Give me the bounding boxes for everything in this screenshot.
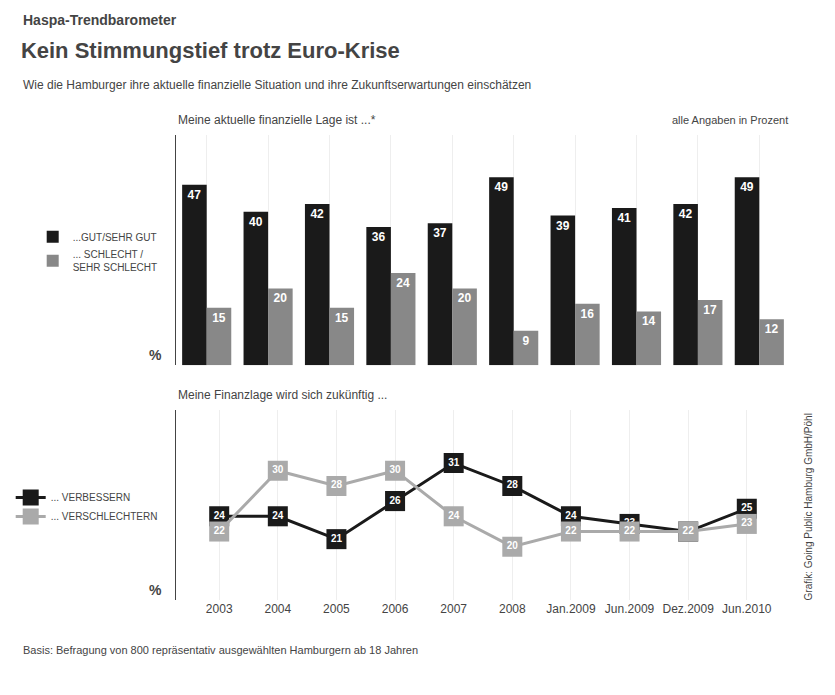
- svg-text:23: 23: [741, 517, 753, 528]
- svg-text:26: 26: [390, 495, 402, 506]
- svg-text:2008: 2008: [499, 602, 526, 616]
- svg-text:2004: 2004: [264, 602, 291, 616]
- svg-text:24: 24: [565, 510, 577, 521]
- svg-text:47: 47: [188, 188, 202, 202]
- svg-text:24: 24: [396, 276, 410, 290]
- svg-text:%: %: [149, 347, 162, 363]
- svg-text:14: 14: [642, 314, 656, 328]
- svg-text:Basis: Befragung von 800 reprä: Basis: Befragung von 800 repräsentativ a…: [23, 644, 418, 656]
- svg-text:... SCHLECHT /SEHR SCHLECHT: ... SCHLECHT /SEHR SCHLECHT: [73, 249, 157, 273]
- svg-text:2007: 2007: [440, 602, 467, 616]
- svg-text:Jun.2009: Jun.2009: [605, 602, 655, 616]
- svg-text:22: 22: [214, 525, 226, 536]
- svg-text:30: 30: [272, 464, 284, 475]
- svg-text:alle Angaben in Prozent: alle Angaben in Prozent: [672, 114, 788, 126]
- svg-text:Jun.2010: Jun.2010: [722, 602, 772, 616]
- svg-text:22: 22: [624, 525, 636, 536]
- svg-text:2005: 2005: [323, 602, 350, 616]
- svg-text:49: 49: [495, 180, 509, 194]
- svg-text:2006: 2006: [382, 602, 409, 616]
- svg-text:28: 28: [507, 479, 519, 490]
- svg-text:37: 37: [433, 226, 447, 240]
- svg-text:22: 22: [683, 525, 695, 536]
- svg-text:20: 20: [274, 291, 288, 305]
- svg-text:16: 16: [581, 307, 595, 321]
- svg-text:Meine aktuelle finanzielle Lag: Meine aktuelle finanzielle Lage ist ...*: [178, 113, 376, 127]
- svg-text:Kein Stimmungstief trotz Euro-: Kein Stimmungstief trotz Euro-Krise: [21, 38, 400, 63]
- svg-text:12: 12: [765, 322, 779, 336]
- svg-text:... VERBESSERN: ... VERBESSERN: [51, 492, 130, 503]
- svg-text:... VERSCHLECHTERN: ... VERSCHLECHTERN: [51, 511, 158, 522]
- svg-text:24: 24: [448, 510, 460, 521]
- svg-text:%: %: [149, 582, 162, 598]
- svg-text:20: 20: [507, 540, 519, 551]
- svg-text:49: 49: [740, 180, 754, 194]
- svg-text:20: 20: [458, 291, 472, 305]
- svg-text:...GUT/SEHR GUT: ...GUT/SEHR GUT: [73, 232, 157, 243]
- svg-text:15: 15: [212, 311, 226, 325]
- svg-text:25: 25: [741, 502, 753, 513]
- svg-text:22: 22: [683, 525, 695, 536]
- svg-text:28: 28: [331, 479, 343, 490]
- svg-text:Wie die Hamburger ihre aktuell: Wie die Hamburger ihre aktuelle finanzie…: [23, 78, 531, 92]
- svg-text:31: 31: [448, 457, 460, 468]
- svg-text:40: 40: [249, 215, 263, 229]
- svg-text:24: 24: [272, 510, 284, 521]
- svg-text:9: 9: [522, 334, 529, 348]
- svg-text:17: 17: [703, 303, 717, 317]
- svg-text:42: 42: [679, 207, 693, 221]
- svg-text:Haspa-Trendbarometer: Haspa-Trendbarometer: [23, 12, 177, 28]
- svg-text:Jan.2009: Jan.2009: [546, 602, 596, 616]
- svg-text:36: 36: [372, 230, 386, 244]
- svg-text:2003: 2003: [206, 602, 233, 616]
- svg-text:21: 21: [331, 533, 343, 544]
- svg-text:22: 22: [565, 525, 577, 536]
- svg-text:39: 39: [556, 219, 570, 233]
- svg-text:Grafik: Going Public Hamburg G: Grafik: Going Public Hamburg GmbH/Pöhl: [803, 413, 814, 600]
- svg-text:Dez.2009: Dez.2009: [662, 602, 714, 616]
- svg-text:Meine Finanzlage wird sich zuk: Meine Finanzlage wird sich zukünftig ...: [178, 388, 387, 402]
- svg-text:24: 24: [214, 510, 226, 521]
- svg-text:42: 42: [310, 207, 324, 221]
- svg-text:30: 30: [390, 464, 402, 475]
- svg-text:41: 41: [617, 211, 631, 225]
- svg-text:23: 23: [624, 517, 636, 528]
- svg-text:15: 15: [335, 311, 349, 325]
